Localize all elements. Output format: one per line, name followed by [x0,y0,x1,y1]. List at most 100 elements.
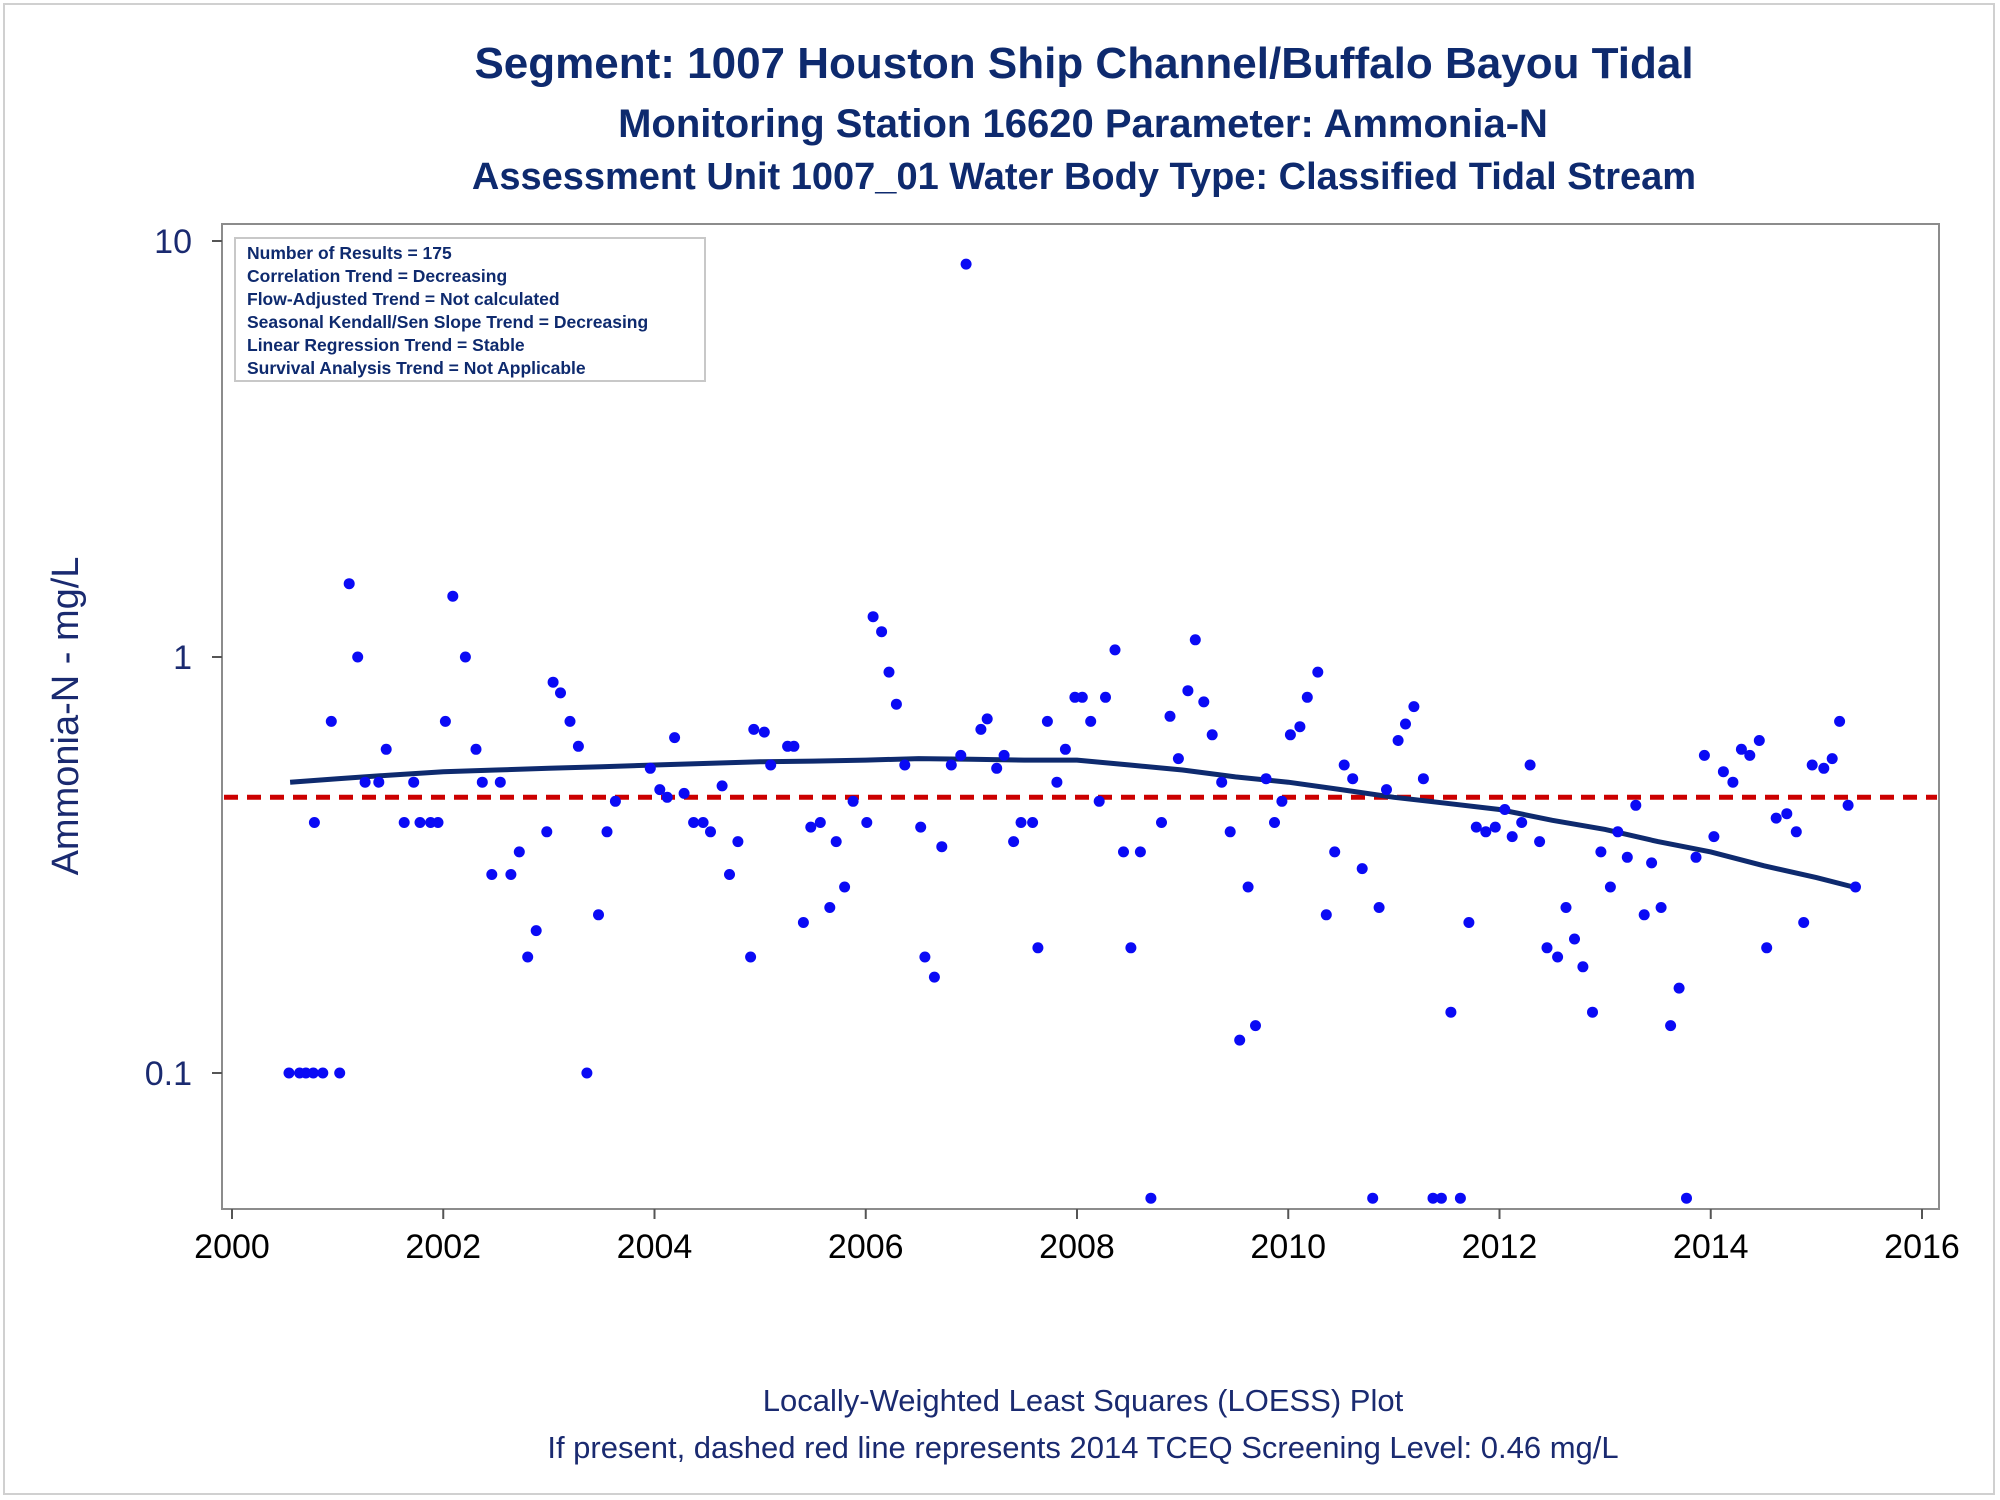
x-tick-label: 2016 [1884,1228,1960,1266]
data-point [1125,942,1137,954]
data-point [1612,826,1624,838]
data-point [1250,1020,1261,1032]
x-tick-label: 2004 [617,1228,693,1266]
x-tick-label: 2000 [194,1228,270,1266]
data-point [1681,1192,1692,1204]
data-point [945,759,957,771]
data-point [601,826,613,838]
data-point [1100,691,1111,703]
data-point [307,1067,319,1079]
data-point [359,776,371,788]
data-point [876,626,888,638]
data-point [975,723,987,735]
data-point [1673,982,1685,994]
data-point [1381,784,1392,796]
data-point [919,951,931,963]
data-point [1735,743,1747,755]
data-point [1417,773,1429,785]
data-point [572,740,584,752]
data-point [1463,917,1475,928]
data-point [644,762,656,774]
data-point [1182,685,1194,697]
data-point [1770,812,1782,824]
y-tick-label: 0.1 [145,1055,192,1093]
data-point [1118,846,1129,858]
data-point [283,1067,295,1079]
data-point [1059,743,1071,755]
data-point [991,762,1003,774]
data-point [1189,634,1201,646]
data-point [1646,857,1658,869]
loess-curve [289,756,1854,890]
data-point [1392,735,1404,746]
data-point [581,1067,593,1079]
data-point [998,749,1010,761]
data-point [1698,749,1710,761]
stats-line-4: Seasonal Kendall/Sen Slope Trend = Decre… [247,312,648,332]
data-point [697,817,709,828]
data-point [1834,715,1846,727]
data-point [883,666,895,678]
x-tick-label: 2014 [1673,1228,1749,1266]
data-point [1798,917,1810,928]
data-point [1744,749,1756,761]
data-point [1630,799,1642,811]
data-point [678,787,690,799]
data-point [1408,701,1420,713]
data-point [1470,821,1482,833]
data-point [1269,817,1280,828]
data-point [805,821,817,833]
data-point [555,687,566,699]
y-axis-label: Ammonia-N - mg/L [45,557,87,876]
data-point [1051,776,1063,788]
chart-title: Segment: 1007 Houston Ship Channel/Buffa… [474,39,1693,88]
data-point [1312,666,1324,678]
data-point [928,971,940,983]
data-point [494,776,506,788]
data-point [1041,715,1053,727]
data-point [1329,846,1341,858]
data-point [1234,1034,1246,1046]
data-point [1008,836,1020,848]
data-point [1506,831,1518,843]
x-tick-label: 2002 [405,1228,481,1266]
data-point [1294,721,1306,733]
data-point [334,1067,346,1079]
data-point [1595,846,1607,858]
data-point [1338,759,1350,771]
data-point [547,676,559,688]
data-point [1790,826,1802,838]
data-point [797,917,809,928]
data-point [1076,691,1088,703]
data-point [1356,863,1368,875]
data-point [1638,909,1650,921]
data-point [1499,804,1511,815]
figure-frame [3,3,1995,1495]
x-tick-label: 2006 [828,1228,904,1266]
data-point [1665,1020,1677,1032]
data-point [1373,902,1385,913]
data-point [1655,902,1667,913]
data-point [1717,766,1729,778]
data-point [609,795,621,807]
data-point [380,743,392,755]
data-point [688,817,700,828]
data-point [1454,1192,1466,1204]
data-point [1400,718,1411,730]
data-point [661,791,673,803]
x-axis: 2000 2002 2004 2006 2008 2010 2012 2014 2016 [194,1209,1960,1266]
data-point [1206,729,1218,741]
data-point [505,869,517,880]
data-point [1489,821,1501,833]
data-point [1577,961,1589,973]
data-point [1164,710,1176,722]
data-point [1753,735,1765,746]
data-point [890,698,902,710]
data-point [654,784,666,796]
data-point [447,590,459,602]
footnote-2: If present, dashed red line represents 2… [547,1430,1618,1465]
data-point [1216,776,1228,788]
data-point [593,909,604,921]
data-point [1172,753,1184,765]
y-axis: 0.1 1 10 [145,223,222,1093]
